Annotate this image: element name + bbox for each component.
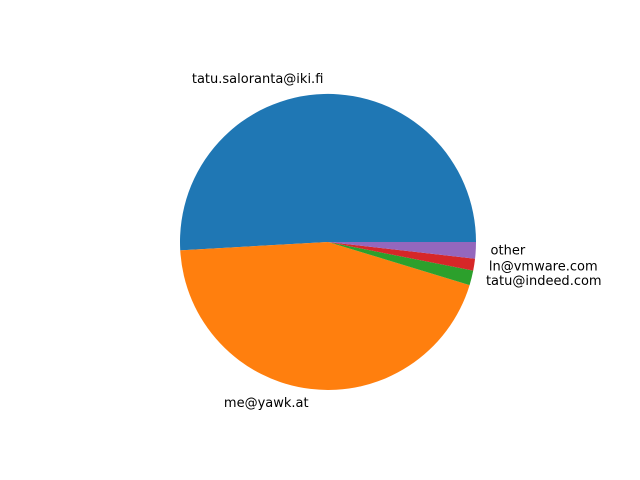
pie-label-other: other: [491, 244, 526, 259]
pie-label-ln-vmware-com: ln@vmware.com: [489, 259, 598, 274]
pie-slice-tatu-indeed-com: [328, 242, 474, 286]
pie-slices: [180, 93, 476, 390]
pie-label-tatu-indeed-com: tatu@indeed.com: [486, 274, 602, 289]
pie-slice-other: [328, 242, 476, 259]
pie-labels: tatu.saloranta@iki.fi me@yawk.at tatu@inde…: [192, 72, 602, 411]
pie-label-tatu-saloranta-iki-fi: tatu.saloranta@iki.fi: [192, 72, 324, 87]
pie-slice-me-yawk-at: [180, 242, 470, 390]
pie-slice-ln-vmware-com: [328, 242, 476, 271]
pie-label-me-yawk-at: me@yawk.at: [224, 396, 309, 411]
pie-slice-tatu-saloranta-iki-fi: [180, 93, 476, 251]
